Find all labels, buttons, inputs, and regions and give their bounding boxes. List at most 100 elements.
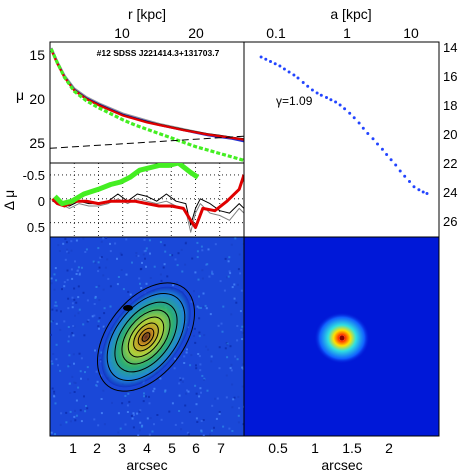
noise-pixel — [144, 257, 146, 260]
noise-pixel — [174, 423, 177, 426]
galaxy-image-panel: arcsec 1 2 3 4 5 6 7 — [49, 236, 245, 473]
noise-pixel — [213, 426, 215, 429]
noise-pixel — [77, 386, 80, 389]
profile-y-label: μ — [16, 87, 24, 103]
noise-pixel — [80, 420, 83, 423]
sf-point — [334, 100, 338, 104]
noise-pixel — [73, 415, 76, 418]
sf-top-tick-10: 10 — [403, 25, 419, 41]
noise-pixel — [72, 325, 75, 327]
noise-pixel — [63, 281, 66, 284]
noise-pixel — [229, 367, 232, 370]
noise-pixel — [198, 317, 201, 320]
structure-function-panel: γ=1.09 0.1 1 10 14 16 18 20 22 24 26 — [243, 25, 457, 238]
noise-pixel — [77, 285, 80, 288]
noise-pixel — [241, 325, 244, 328]
noise-pixel — [51, 387, 54, 390]
noise-pixel — [54, 433, 56, 436]
psf-x-tick-0.5: 0.5 — [268, 440, 288, 456]
noise-pixel — [195, 392, 198, 395]
noise-pixel — [153, 423, 155, 426]
noise-pixel — [176, 264, 179, 267]
noise-pixel — [229, 345, 232, 348]
noise-pixel — [200, 430, 203, 433]
noise-pixel — [100, 412, 103, 415]
noise-pixel — [91, 315, 94, 318]
noise-pixel — [221, 330, 224, 333]
noise-pixel — [83, 334, 86, 337]
noise-pixel — [72, 334, 75, 337]
noise-pixel — [224, 347, 227, 350]
noise-pixel — [232, 398, 235, 401]
noise-pixel — [77, 296, 80, 299]
noise-pixel — [231, 286, 234, 289]
noise-pixel — [227, 275, 230, 278]
noise-pixel — [192, 334, 195, 337]
noise-pixel — [103, 312, 106, 315]
noise-pixel — [50, 333, 52, 336]
noise-pixel — [78, 273, 81, 276]
noise-pixel — [185, 351, 188, 354]
companion-source — [123, 305, 133, 311]
profile-y-tick-15: 15 — [29, 47, 45, 63]
noise-pixel — [177, 252, 180, 255]
sf-annotation: γ=1.09 — [276, 94, 313, 108]
noise-pixel — [51, 308, 54, 311]
noise-pixel — [73, 362, 75, 365]
noise-pixel — [228, 270, 231, 273]
residual-y-label: Δ μ — [1, 190, 17, 211]
noise-pixel — [116, 257, 118, 260]
sf-point — [301, 81, 305, 84]
noise-pixel — [197, 278, 200, 281]
noise-pixel — [207, 348, 210, 351]
noise-pixel — [117, 276, 120, 278]
noise-pixel — [68, 363, 71, 366]
noise-pixel — [216, 397, 219, 400]
profile-y-tick-25: 25 — [29, 135, 45, 151]
noise-pixel — [106, 258, 109, 261]
noise-pixel — [190, 354, 193, 357]
noise-pixel — [242, 368, 244, 371]
noise-pixel — [111, 401, 113, 404]
noise-pixel — [172, 284, 175, 287]
noise-pixel — [231, 383, 234, 386]
profile-top-tick-20: 20 — [188, 25, 204, 41]
noise-pixel — [217, 324, 220, 327]
noise-pixel — [83, 395, 85, 398]
noise-pixel — [145, 265, 147, 268]
noise-pixel — [67, 307, 70, 310]
noise-pixel — [95, 370, 98, 373]
noise-pixel — [163, 244, 166, 247]
noise-pixel — [69, 382, 71, 385]
noise-pixel — [184, 242, 187, 245]
noise-pixel — [84, 410, 87, 413]
noise-pixel — [102, 389, 105, 392]
noise-pixel — [178, 410, 181, 412]
profile-panel: #12 SDSS J221414.3+131703.7 μ 15 20 25 1… — [16, 25, 245, 164]
noise-pixel — [160, 279, 163, 282]
noise-pixel — [75, 239, 78, 242]
noise-pixel — [185, 392, 188, 395]
sf-y-tick-22: 22 — [443, 156, 457, 171]
noise-pixel — [75, 273, 78, 275]
noise-pixel — [194, 271, 197, 274]
noise-pixel — [182, 377, 185, 380]
sf-point — [278, 64, 282, 68]
top-right-axis-label: a [kpc] — [330, 6, 371, 22]
sf-point — [329, 98, 333, 102]
noise-pixel — [234, 237, 237, 240]
noise-pixel — [197, 353, 200, 355]
noise-pixel — [51, 362, 54, 365]
noise-pixel — [57, 244, 60, 247]
noise-pixel — [53, 304, 56, 307]
noise-pixel — [153, 387, 156, 390]
noise-pixel — [74, 314, 76, 317]
noise-pixel — [132, 412, 135, 415]
noise-pixel — [149, 417, 152, 420]
noise-pixel — [186, 431, 189, 434]
top-left-axis-label: r [kpc] — [128, 6, 166, 22]
noise-pixel — [53, 273, 56, 276]
noise-pixel — [104, 266, 107, 269]
noise-pixel — [156, 414, 159, 416]
